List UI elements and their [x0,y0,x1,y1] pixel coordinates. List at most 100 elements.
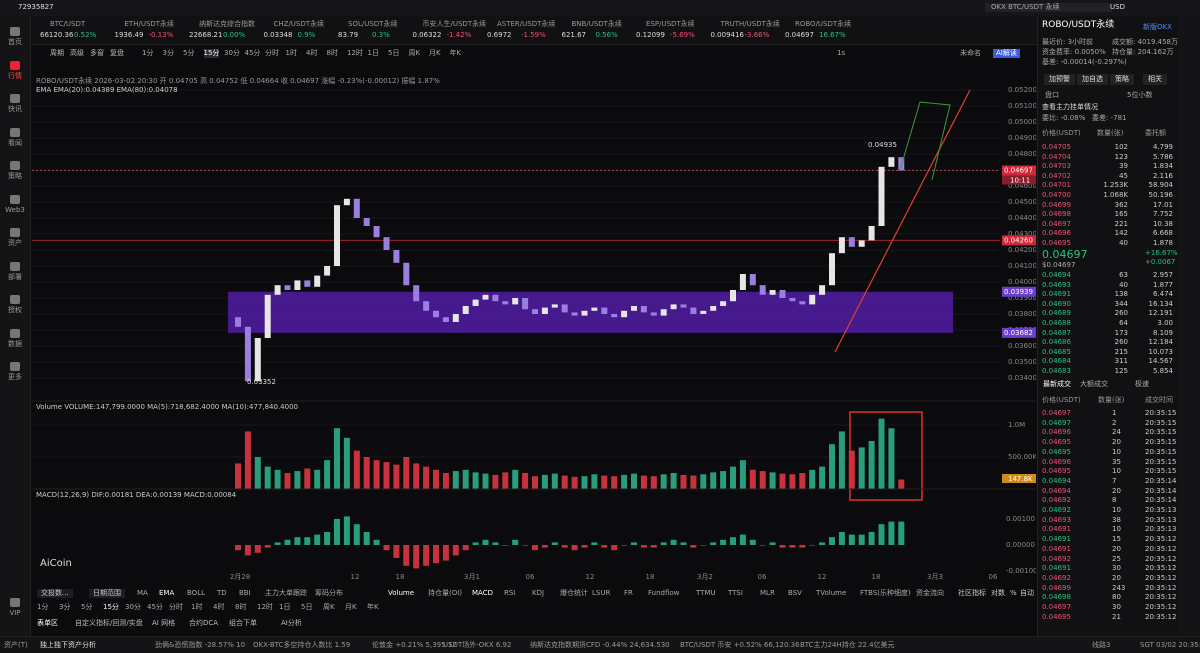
sidebar-label[interactable]: 授权 [8,306,22,314]
sidebar-label[interactable]: 更多 [8,373,22,381]
indicator-main[interactable]: TD [217,589,227,597]
indicator-sub[interactable]: MLR [760,589,775,597]
sidebar-icon[interactable] [10,161,20,170]
indicator-right[interactable]: % [1010,589,1017,597]
depth[interactable]: 盘口 [1045,91,1059,99]
sidebar-icon[interactable] [10,94,20,103]
tool-tab[interactable]: AI分析 [281,619,302,627]
sidebar-icon[interactable] [10,295,20,304]
currency[interactable]: USD [1110,3,1125,11]
indicator-main[interactable]: 主力大单跟踪 [265,589,307,597]
indicator-tab[interactable]: 交投数... [37,589,73,598]
ticker-name[interactable]: BNB/USDT永续 [571,20,622,28]
period[interactable]: 1日 [367,49,379,57]
indicator-right[interactable]: 自动 [1020,589,1034,597]
indicator-sub[interactable]: Volume [388,589,415,597]
sidebar-label[interactable]: VIP [9,609,21,617]
ticker-name[interactable]: ASTER/USDT永续 [497,20,556,28]
period[interactable]: 1分 [142,49,154,57]
ticker-name[interactable]: BTC/USDT [50,20,86,28]
toolbar-item[interactable]: 高级 [70,49,84,57]
sidebar-label[interactable]: 资产 [8,239,22,247]
period-bottom[interactable]: 30分 [125,603,141,611]
sidebar-label[interactable]: 首页 [8,38,22,46]
toolbar-right[interactable]: 1s [837,49,846,57]
toolbar-right[interactable]: 未命名 [960,49,981,57]
sidebar-icon[interactable] [10,362,20,371]
indicator-sub[interactable]: 资金流向 [916,589,944,597]
ticker-name[interactable]: SOL/USDT永续 [348,20,398,28]
indicator-sub[interactable]: RSI [504,589,516,597]
sidebar-icon[interactable] [10,328,20,338]
toolbar-right[interactable]: AI解读 [993,49,1020,58]
indicator-main[interactable]: MA [137,589,148,597]
trade-tab[interactable]: 大额成交 [1080,380,1108,388]
period[interactable]: 45分 [244,49,261,57]
sidebar-label[interactable]: 部署 [8,272,22,281]
sidebar-icon[interactable] [10,27,20,36]
sidebar-label[interactable]: 行情 [8,71,22,80]
sidebar-label[interactable]: 快讯 [8,105,22,113]
trade-tab[interactable]: 最新成交 [1043,380,1071,388]
indicator-tab[interactable]: 日期范围 [89,589,125,598]
period-bottom[interactable]: 月K [345,603,357,611]
indicator-sub[interactable]: KDJ [532,589,545,597]
indicator-main[interactable]: BBI [239,589,251,597]
indicator-right[interactable]: 对数 [991,589,1005,597]
sidebar-icon[interactable] [10,127,20,137]
toolbar-item[interactable]: 周期 [50,49,64,57]
period-bottom[interactable]: 3分 [59,603,71,611]
ticker-name[interactable]: CHZ/USDT永续 [273,20,325,28]
indicator-sub[interactable]: MACD [472,589,493,597]
tool-tab[interactable]: 组合下单 [229,619,257,627]
indicator-main[interactable]: BOLL [187,589,205,597]
period[interactable]: 8时 [326,49,338,57]
period-bottom[interactable]: 周K [323,603,335,611]
period[interactable]: 5日 [388,49,400,57]
ticker-name[interactable]: 币安人生/USDT永续 [422,20,487,28]
trade-tab[interactable]: 极速 [1135,380,1149,388]
sidebar-icon[interactable] [10,194,20,204]
period[interactable]: 1时 [285,49,297,57]
sidebar-icon[interactable] [10,60,20,70]
ticker-name[interactable]: TRUTH/USDT永续 [720,20,780,28]
indicator-sub[interactable]: LSUR [592,589,611,597]
period-bottom[interactable]: 1分 [37,603,49,611]
toolbar-item[interactable]: 复盘 [110,49,124,57]
period-bottom[interactable]: 15分 [103,603,119,611]
toolbar-item[interactable]: 多窗 [90,49,104,57]
panel-button[interactable]: 相关 [1143,74,1167,85]
period[interactable]: 年K [449,49,462,57]
panel-button[interactable]: 策略 [1110,74,1134,85]
depth[interactable]: 5位小数 [1127,91,1153,99]
tool-tab[interactable]: 合约DCA [189,619,219,627]
period[interactable]: 4时 [306,49,318,57]
period-bottom[interactable]: 5日 [301,603,313,611]
period-bottom[interactable]: 8时 [235,603,247,611]
period[interactable]: 周K [408,49,421,57]
sidebar-label[interactable]: 看闻 [8,138,22,147]
period-bottom[interactable]: 1时 [191,603,203,611]
sidebar-icon[interactable] [10,261,20,271]
period[interactable]: 3分 [162,49,174,57]
indicator-sub[interactable]: TTSI [728,589,743,597]
period-bottom[interactable]: 1日 [279,603,291,611]
indicator-sub[interactable]: BSV [788,589,802,597]
indicator-main[interactable]: EMA [159,589,175,597]
indicator-right[interactable]: 社区指标 [958,589,986,597]
sidebar-label[interactable]: 数据 [8,339,22,348]
period[interactable]: 12时 [347,49,363,57]
period-bottom[interactable]: 5分 [81,603,93,611]
period[interactable]: 15分 [203,49,220,58]
main-orders[interactable]: 查看主力挂单情况 [1042,103,1098,111]
tool-tab[interactable]: 表单区 [37,619,58,627]
sidebar-icon[interactable] [10,598,20,607]
indicator-sub[interactable]: FR [624,589,633,597]
period-bottom[interactable]: 12时 [257,603,273,611]
sidebar-label[interactable]: 策略 [8,172,22,180]
period-bottom[interactable]: 年K [367,603,379,611]
indicator-sub[interactable]: TTMU [696,589,716,597]
indicator-sub[interactable]: FTBS(乐种细度) [860,589,911,597]
period-bottom[interactable]: 4时 [213,603,225,611]
period[interactable]: 分时 [265,49,279,57]
